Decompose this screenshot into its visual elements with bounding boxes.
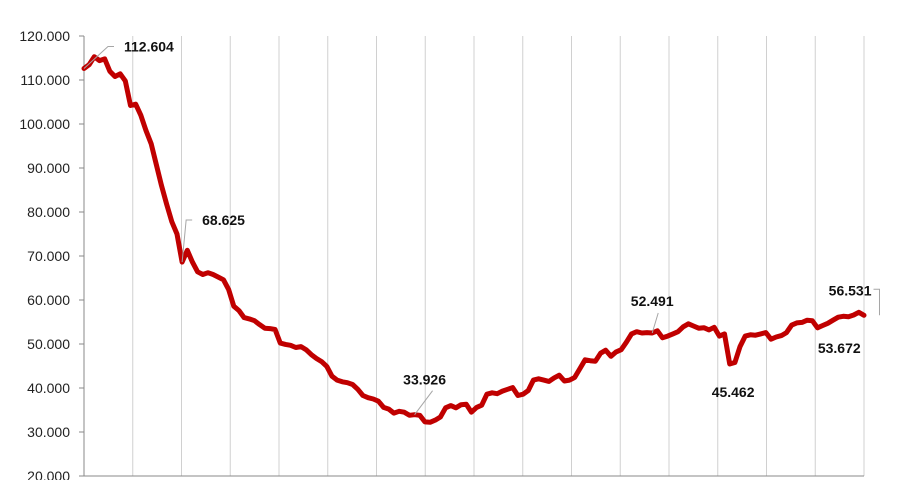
data-label: 45.462 xyxy=(712,384,755,400)
data-label: 52.491 xyxy=(631,293,674,309)
y-tick-label: 110.000 xyxy=(20,72,70,88)
data-label: 68.625 xyxy=(202,212,245,228)
y-tick-label: 40.000 xyxy=(27,380,70,396)
leader-line xyxy=(414,390,433,416)
y-tick-label: 90.000 xyxy=(27,160,70,176)
y-tick-label: 80.000 xyxy=(27,204,70,220)
y-tick-label: 70.000 xyxy=(27,248,70,264)
y-tick-label: 60.000 xyxy=(27,292,70,308)
y-tick-label: 30.000 xyxy=(27,424,70,440)
data-labels: 112.604 68.625 33.926 52.491 45.462 53.672 56.… xyxy=(83,39,880,416)
y-tick-label: 120.000 xyxy=(19,28,70,44)
data-label: 33.926 xyxy=(403,372,446,388)
leader-line xyxy=(83,46,114,69)
leader-line xyxy=(181,219,193,263)
y-tick-label: 20.000 xyxy=(27,468,70,480)
y-tick-label: 50.000 xyxy=(27,336,70,352)
leader-line xyxy=(873,288,880,316)
y-tick-label: 100.000 xyxy=(19,116,70,132)
data-label: 56.531 xyxy=(829,282,872,298)
vertical-gridlines xyxy=(83,36,865,476)
data-label: 53.672 xyxy=(818,340,861,356)
data-label: 112.604 xyxy=(124,39,174,55)
series-line xyxy=(81,54,867,425)
leader-line xyxy=(651,312,659,334)
y-axis: 20.000 30.000 40.000 50.000 60.000 70.000 80.0… xyxy=(19,28,85,480)
